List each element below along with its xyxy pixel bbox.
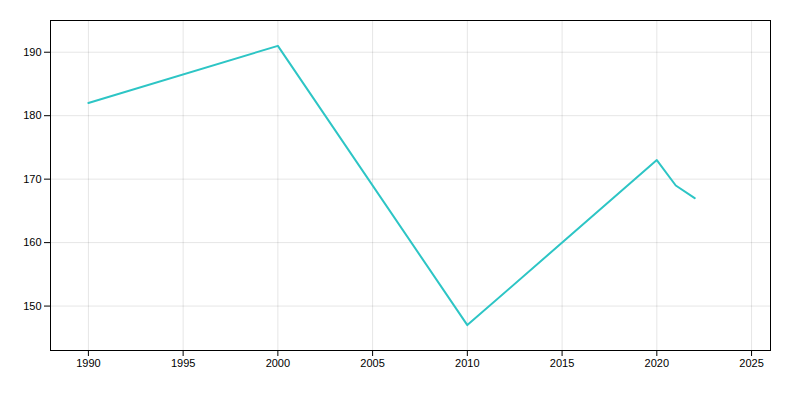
svg-text:180: 180 [23, 109, 41, 121]
svg-text:2015: 2015 [550, 357, 574, 369]
svg-text:2005: 2005 [360, 357, 384, 369]
svg-text:190: 190 [23, 46, 41, 58]
svg-text:2010: 2010 [455, 357, 479, 369]
svg-text:2020: 2020 [645, 357, 669, 369]
svg-text:170: 170 [23, 173, 41, 185]
svg-text:2000: 2000 [266, 357, 290, 369]
svg-text:1995: 1995 [171, 357, 195, 369]
svg-text:2025: 2025 [739, 357, 763, 369]
svg-text:150: 150 [23, 300, 41, 312]
svg-text:160: 160 [23, 236, 41, 248]
svg-text:1990: 1990 [76, 357, 100, 369]
